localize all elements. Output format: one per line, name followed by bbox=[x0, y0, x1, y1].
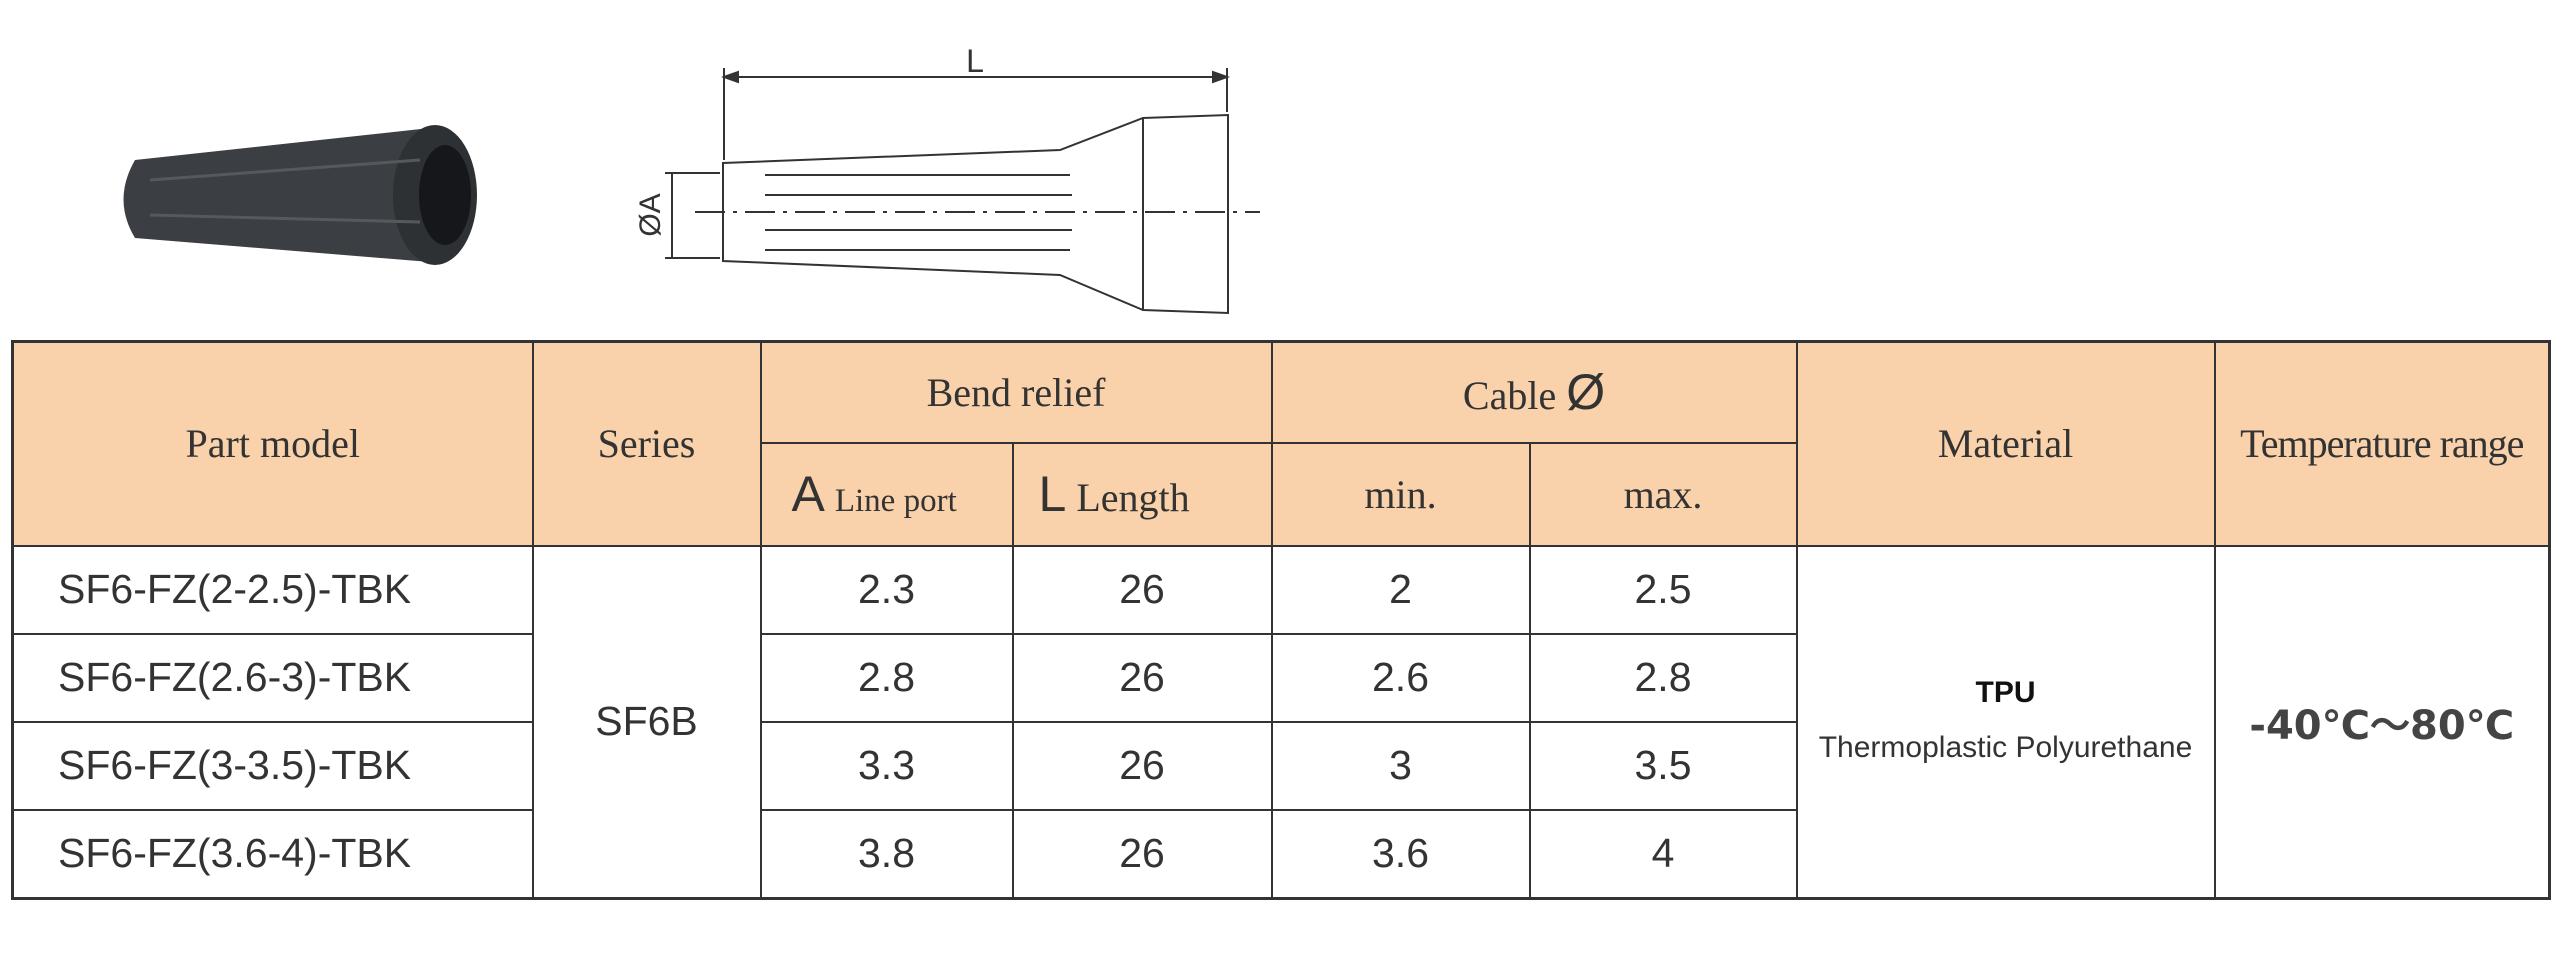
header-text: Line port bbox=[834, 483, 957, 519]
value-cell: 2.3 bbox=[759, 544, 1014, 635]
value-cell: 3.8 bbox=[759, 808, 1014, 899]
header-text: Cable bbox=[1462, 373, 1557, 419]
value-cell: 4 bbox=[1528, 808, 1798, 899]
header-cell: max. bbox=[1528, 441, 1798, 547]
header-cell: Series bbox=[531, 340, 762, 547]
product-photo bbox=[123, 125, 477, 265]
value-cell: 3.5 bbox=[1528, 720, 1798, 811]
header-symbol: Ø bbox=[1566, 364, 1606, 421]
value-cell: 2 bbox=[1270, 544, 1531, 635]
material-cell: TPU Thermoplastic Polyurethane bbox=[1795, 544, 2216, 899]
table-body: SF6-FZ(2-2.5)-TBK SF6B 2.3 26 2 2.5 TPU Thermop… bbox=[11, 544, 2551, 899]
part-model-cell: SF6-FZ(2.6-3)-TBK bbox=[11, 632, 534, 723]
header-cell: Bend relief bbox=[759, 340, 1273, 444]
header-cell: Cable Ø bbox=[1270, 340, 1798, 444]
value-cell: 26 bbox=[1011, 632, 1273, 723]
part-model-cell: SF6-FZ(3.6-4)-TBK bbox=[11, 808, 534, 899]
value-cell: 2.5 bbox=[1528, 544, 1798, 635]
value-cell: 26 bbox=[1011, 544, 1273, 635]
value-cell: 3.3 bbox=[759, 720, 1014, 811]
part-model-cell: SF6-FZ(2-2.5)-TBK bbox=[11, 544, 534, 635]
header-cell: Temperature range bbox=[2213, 340, 2551, 547]
value-cell: 2.6 bbox=[1270, 632, 1531, 723]
table-row: SF6-FZ(2-2.5)-TBK SF6B 2.3 26 2 2.5 TPU Thermop… bbox=[11, 544, 2551, 899]
value-cell: 26 bbox=[1011, 808, 1273, 899]
part-model-cell: SF6-FZ(3-3.5)-TBK bbox=[11, 720, 534, 811]
value-cell: 3.6 bbox=[1270, 808, 1531, 899]
series-cell: SF6B bbox=[531, 544, 762, 899]
header-cell: A Line port bbox=[759, 441, 1014, 547]
material-description: Thermoplastic Polyurethane bbox=[1818, 731, 2193, 764]
header-letter: A bbox=[791, 466, 825, 522]
material-name: TPU bbox=[1975, 676, 2036, 709]
header-text: Length bbox=[1076, 475, 1190, 520]
spec-table: Part model Series Bend relief Cable Ø Ma… bbox=[11, 340, 2551, 900]
table-row: SF6-FZ(2.6-3)-TBK 2.8 26 2.6 2.8 bbox=[11, 632, 2550, 723]
header-cell: min. bbox=[1270, 441, 1531, 547]
value-cell: 2.8 bbox=[1528, 632, 1798, 723]
technical-drawing bbox=[665, 68, 1260, 315]
table-row: SF6-FZ(3.6-4)-TBK 3.8 26 3.6 4 bbox=[11, 808, 2550, 899]
table-row: SF6-FZ(3-3.5)-TBK 3.3 26 3 3.5 bbox=[11, 720, 2550, 811]
header-cell: Part model bbox=[11, 340, 534, 547]
length-label: L bbox=[966, 43, 984, 79]
temperature-cell: -40℃～80℃ bbox=[2213, 544, 2551, 899]
value-cell: 3 bbox=[1270, 720, 1531, 811]
header-cell: L Length bbox=[1011, 441, 1273, 547]
diameter-label: ØA bbox=[634, 193, 667, 236]
header-cell: Material bbox=[1795, 340, 2216, 547]
value-cell: 26 bbox=[1011, 720, 1273, 811]
header-letter: L bbox=[1038, 466, 1067, 522]
value-cell: 2.8 bbox=[759, 632, 1014, 723]
figures: L ØA bbox=[123, 43, 1260, 315]
